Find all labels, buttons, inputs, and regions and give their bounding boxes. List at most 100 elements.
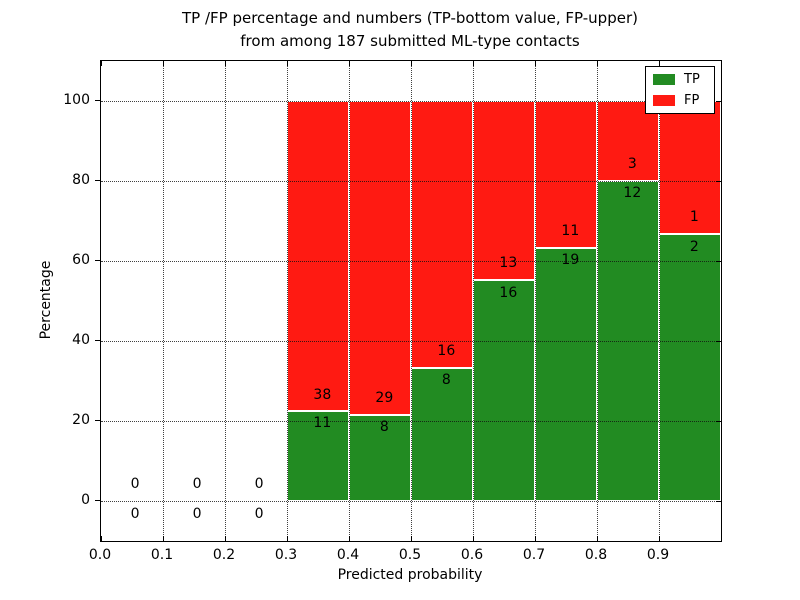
bar-tp-segment (659, 234, 721, 501)
y-tick-label: 80 (72, 172, 90, 188)
legend-item-fp: FP (653, 93, 707, 108)
v-gridline (287, 61, 288, 541)
x-tick-label: 0.2 (212, 547, 236, 563)
bar-fp-segment (411, 101, 473, 368)
x-tick-label: 0.5 (398, 547, 422, 563)
bar-annotation: 19 (561, 251, 580, 268)
x-axis-tick (163, 536, 164, 541)
y-axis-tick-right (716, 501, 721, 502)
y-tick-label: 0 (81, 492, 90, 508)
bar-tp-segment (535, 247, 597, 501)
bar-annotation: 0 (254, 475, 264, 492)
bar-annotation: 3 (627, 156, 637, 173)
bar-annotation: 11 (561, 223, 580, 239)
y-axis-tick (95, 340, 100, 341)
y-axis-tick (95, 500, 100, 501)
tp-legend-label: TP (684, 72, 700, 88)
bar-annotation: 0 (254, 506, 264, 523)
y-axis-tick-right (716, 421, 721, 422)
y-tick-label: 60 (72, 252, 90, 268)
x-axis-tick (411, 536, 412, 541)
x-axis-tick-top (287, 61, 288, 66)
bar-tp-segment (473, 280, 535, 501)
v-gridline (659, 61, 660, 541)
v-gridline (597, 61, 598, 541)
x-axis-tick (349, 536, 350, 541)
bar-annotation: 16 (437, 343, 456, 359)
bar-annotation: 0 (130, 475, 140, 492)
tp-legend-swatch (653, 74, 675, 86)
bar-fp-segment (535, 101, 597, 248)
plot-area: 0 0 0 0 0 0 38 11 29 8 16 8 13 16 11 19 3 12 1 2 (100, 60, 722, 542)
x-axis-tick-top (163, 61, 164, 66)
v-gridline (163, 61, 164, 541)
x-axis-tick (597, 536, 598, 541)
x-axis-tick-top (411, 61, 412, 66)
x-axis-label: Predicted probability (337, 567, 483, 583)
y-axis-tick (95, 180, 100, 181)
chart-legend: TP FP (645, 66, 715, 114)
x-axis-tick (225, 536, 226, 541)
x-axis-tick-top (101, 61, 102, 66)
x-tick-label: 0.0 (88, 547, 112, 563)
x-tick-label: 0.4 (336, 547, 360, 563)
bar-fp-segment (287, 101, 349, 412)
bar-annotation: 13 (499, 255, 518, 272)
y-axis-tick-right (716, 341, 721, 342)
bar-tp-segment (349, 414, 411, 501)
y-axis-tick (95, 100, 100, 101)
bar-annotation: 11 (313, 415, 332, 432)
bar-annotation: 2 (689, 238, 699, 255)
x-tick-label: 0.7 (522, 547, 546, 563)
x-axis-tick (659, 536, 660, 541)
y-tick-label: 100 (63, 92, 90, 108)
bar-annotation: 0 (192, 475, 202, 492)
bar-annotation: 12 (623, 185, 642, 202)
x-tick-label: 0.3 (274, 547, 298, 563)
x-axis-tick (535, 536, 536, 541)
bar-annotation: 38 (313, 386, 332, 403)
bar-annotation: 16 (499, 284, 518, 301)
x-axis-tick-top (349, 61, 350, 66)
fp-legend-label: FP (684, 92, 700, 108)
fp-legend-swatch (653, 94, 675, 106)
bar-fp-segment (349, 101, 411, 415)
y-axis-tick-right (716, 181, 721, 182)
y-axis-label: Percentage (38, 260, 54, 340)
chart-title-line2: from among 187 submitted ML-type contact… (240, 31, 580, 50)
y-axis-tick (95, 260, 100, 261)
x-axis-tick-top (535, 61, 536, 66)
x-tick-label: 0.9 (646, 547, 670, 563)
bar-annotation: 8 (379, 418, 389, 435)
v-gridline (411, 61, 412, 541)
v-gridline (473, 61, 474, 541)
x-axis-tick-top (473, 61, 474, 66)
chart-title-line1: TP /FP percentage and numbers (TP-bottom… (182, 9, 638, 27)
bar-fp-segment (473, 101, 535, 281)
bar-annotation: 0 (192, 506, 202, 523)
v-gridline (225, 61, 226, 541)
x-axis-tick (473, 536, 474, 541)
v-gridline (349, 61, 350, 541)
bar-annotation: 1 (689, 209, 699, 226)
y-axis-tick-right (716, 101, 721, 102)
y-tick-label: 20 (72, 412, 90, 428)
y-axis-tick-right (716, 261, 721, 262)
bar-annotation: 8 (441, 371, 451, 388)
x-tick-label: 0.1 (150, 547, 174, 563)
x-axis-tick-top (659, 61, 660, 66)
x-axis-tick-top (597, 61, 598, 66)
x-tick-label: 0.8 (584, 547, 608, 563)
legend-item-tp: TP (653, 72, 707, 87)
x-tick-label: 0.6 (460, 547, 484, 563)
y-axis-tick (95, 420, 100, 421)
x-axis-tick (287, 536, 288, 541)
chart-title: TP /FP percentage and numbers (TP-bottom… (100, 7, 720, 52)
v-gridline (535, 61, 536, 541)
bar-annotation: 0 (130, 506, 140, 523)
bar-annotation: 29 (375, 389, 394, 406)
y-tick-label: 40 (72, 332, 90, 348)
x-axis-tick (101, 536, 102, 541)
x-axis-tick-top (225, 61, 226, 66)
